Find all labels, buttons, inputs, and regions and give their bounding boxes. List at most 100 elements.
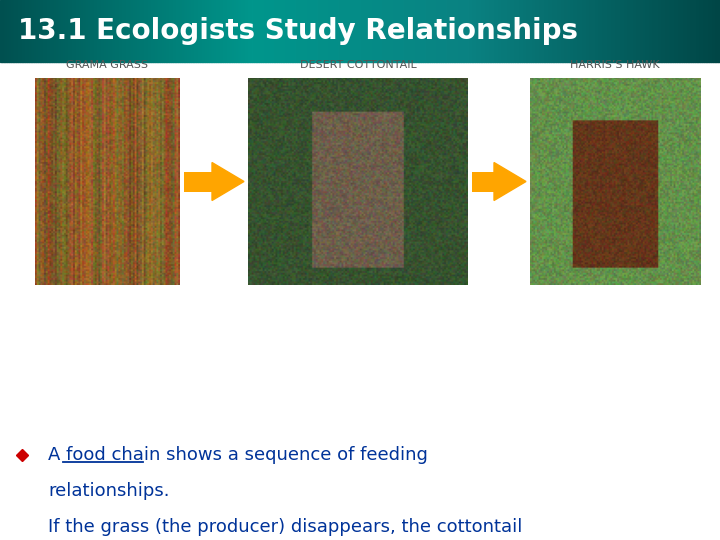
Bar: [505, 0, 508, 62]
Bar: [35, 0, 36, 62]
Bar: [351, 0, 353, 62]
Bar: [330, 0, 331, 62]
Bar: [459, 0, 461, 62]
Bar: [714, 0, 716, 62]
Bar: [60, 0, 61, 62]
Bar: [441, 0, 443, 62]
Bar: [702, 0, 703, 62]
Bar: [484, 0, 486, 62]
Bar: [603, 0, 605, 62]
Bar: [558, 0, 560, 62]
Bar: [331, 0, 333, 62]
Bar: [469, 0, 472, 62]
Bar: [239, 0, 241, 62]
Bar: [405, 0, 407, 62]
Bar: [412, 0, 414, 62]
Bar: [287, 0, 288, 62]
Bar: [209, 0, 210, 62]
Bar: [423, 0, 425, 62]
Bar: [157, 0, 158, 62]
Bar: [294, 0, 295, 62]
Bar: [150, 0, 151, 62]
Text: 13.1 Ecologists Study Relationships: 13.1 Ecologists Study Relationships: [18, 17, 578, 45]
Bar: [279, 0, 281, 62]
Bar: [491, 0, 493, 62]
Bar: [270, 0, 272, 62]
Bar: [709, 0, 711, 62]
Bar: [6, 0, 7, 62]
Bar: [481, 0, 482, 62]
Bar: [252, 0, 253, 62]
Bar: [392, 0, 395, 62]
Bar: [173, 0, 174, 62]
Bar: [431, 0, 432, 62]
Bar: [549, 0, 551, 62]
Bar: [685, 0, 688, 62]
Polygon shape: [212, 163, 244, 200]
Bar: [220, 0, 222, 62]
Bar: [302, 0, 304, 62]
Bar: [304, 0, 306, 62]
Bar: [315, 0, 317, 62]
Bar: [662, 0, 664, 62]
Bar: [179, 0, 180, 62]
Bar: [198, 0, 200, 62]
Bar: [590, 0, 592, 62]
Bar: [265, 0, 266, 62]
Bar: [623, 0, 624, 62]
Bar: [301, 0, 302, 62]
Bar: [493, 0, 495, 62]
Bar: [719, 0, 720, 62]
Bar: [216, 0, 218, 62]
Bar: [281, 0, 283, 62]
Bar: [205, 0, 207, 62]
Bar: [716, 0, 718, 62]
Bar: [707, 0, 709, 62]
Bar: [9, 0, 11, 62]
Bar: [378, 0, 380, 62]
Bar: [349, 0, 351, 62]
Bar: [66, 0, 68, 62]
Bar: [104, 0, 107, 62]
Bar: [630, 0, 632, 62]
Bar: [72, 0, 73, 62]
Bar: [488, 0, 490, 62]
Bar: [387, 0, 389, 62]
Bar: [546, 0, 547, 62]
Bar: [42, 0, 43, 62]
Bar: [472, 172, 494, 192]
Bar: [416, 0, 418, 62]
Bar: [628, 0, 630, 62]
Bar: [109, 0, 112, 62]
Bar: [445, 0, 446, 62]
Bar: [143, 0, 144, 62]
Bar: [25, 0, 27, 62]
Bar: [241, 0, 243, 62]
Bar: [454, 0, 456, 62]
Bar: [418, 0, 419, 62]
Bar: [479, 0, 481, 62]
Bar: [571, 0, 572, 62]
Bar: [457, 0, 459, 62]
Bar: [61, 0, 63, 62]
Bar: [277, 0, 279, 62]
Bar: [313, 0, 315, 62]
Bar: [534, 0, 536, 62]
Bar: [500, 0, 503, 62]
Bar: [95, 0, 97, 62]
Bar: [151, 0, 153, 62]
Bar: [540, 0, 541, 62]
Bar: [472, 0, 474, 62]
Bar: [272, 0, 274, 62]
Bar: [539, 0, 540, 62]
Bar: [428, 0, 431, 62]
Bar: [29, 0, 30, 62]
Bar: [1, 0, 4, 62]
Bar: [396, 0, 398, 62]
Bar: [510, 0, 511, 62]
Bar: [56, 0, 58, 62]
Bar: [344, 0, 346, 62]
Bar: [661, 0, 662, 62]
Bar: [79, 0, 81, 62]
Bar: [275, 0, 277, 62]
